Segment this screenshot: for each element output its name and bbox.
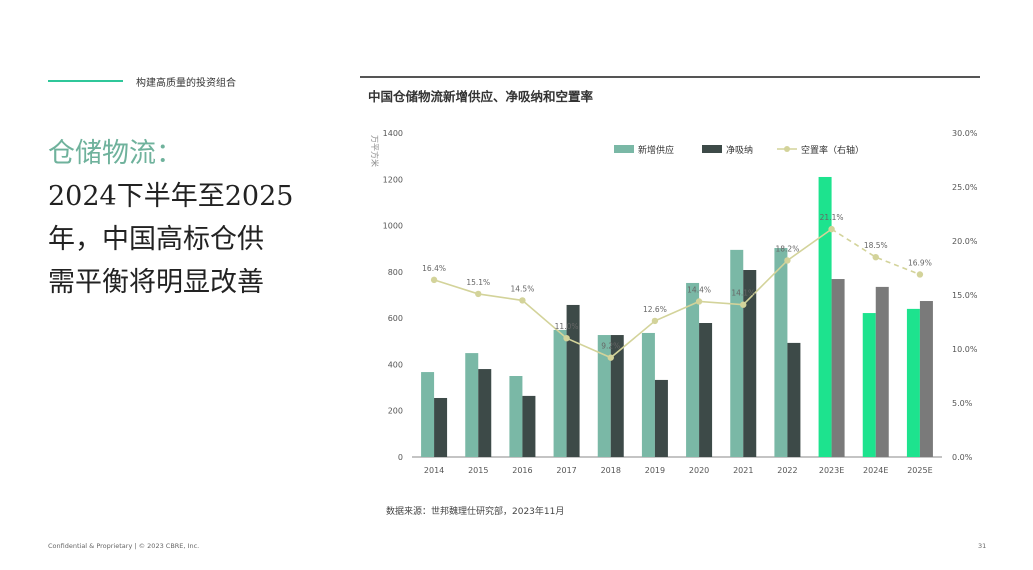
- bar-absorption: [610, 335, 624, 457]
- section-label: 构建高质量的投资组合: [136, 78, 236, 89]
- vacancy-data-label: 21.1%: [820, 213, 844, 222]
- chart-title: 中国仓储物流新增供应、净吸纳和空置率: [368, 89, 594, 104]
- bar-absorption: [875, 286, 889, 457]
- footer: Confidential & Proprietary | © 2023 CBRE…: [48, 542, 200, 550]
- vacancy-point: [695, 298, 703, 305]
- vacancy-data-label: 18.5%: [864, 241, 888, 250]
- vacancy-data-label: 18.2%: [776, 244, 800, 253]
- vacancy-point: [740, 301, 747, 308]
- bar-absorption: [478, 369, 492, 457]
- chart-source: 数据来源：世邦魏理仕研究部，2023年11月: [386, 507, 565, 517]
- vacancy-line-forecast: [831, 228, 921, 276]
- vacancy-data-label: 14.4%: [687, 285, 711, 294]
- vacancy-data-label: 14.5%: [511, 284, 535, 293]
- x-tick-label: 2021: [733, 466, 753, 475]
- bar-supply: [818, 176, 832, 457]
- y-tick-label: 1400: [383, 129, 403, 138]
- vacancy-data-label: 14.1%: [731, 289, 755, 298]
- x-tick-label: 2019: [645, 466, 665, 475]
- y2-tick-label: 30.0%: [952, 129, 978, 138]
- headline-line: 年，中国高标仓供: [48, 224, 264, 255]
- vacancy-data-label: 9.2%: [601, 342, 620, 351]
- x-tick-label: 2015: [468, 466, 488, 475]
- y2-tick-label: 0.0%: [952, 453, 973, 462]
- bar-absorption: [654, 379, 668, 457]
- x-tick-label: 2018: [601, 466, 621, 475]
- headline: 仓储物流： 2024下半年至2025 年，中国高标仓供 需平衡将明显改善: [48, 132, 293, 304]
- section-accent-line: [48, 80, 123, 82]
- headline-accent: 仓储物流：: [48, 138, 183, 169]
- y2-tick-label: 20.0%: [952, 237, 978, 246]
- x-tick-label: 2020: [689, 466, 709, 475]
- headline-line: 需平衡将明显改善: [48, 267, 264, 298]
- vacancy-point: [563, 335, 570, 342]
- x-tick-label: 2024E: [863, 466, 888, 475]
- x-tick-label: 2016: [512, 466, 532, 475]
- x-tick-label: 2025E: [907, 466, 932, 475]
- legend-marker-vacancy: [784, 146, 790, 152]
- x-tick-label: 2017: [556, 466, 576, 475]
- bar-supply: [730, 249, 744, 457]
- page-number: 31: [978, 542, 987, 550]
- y-tick-label: 800: [388, 268, 403, 277]
- vacancy-data-label: 11.0%: [555, 322, 579, 331]
- y-tick-label: 600: [388, 314, 403, 323]
- vacancy-point: [475, 290, 482, 298]
- y2-tick-label: 10.0%: [952, 345, 978, 354]
- bar-supply: [421, 372, 435, 457]
- bar-supply: [906, 308, 920, 457]
- bar-supply: [597, 335, 611, 457]
- bar-absorption: [831, 279, 845, 457]
- bar-absorption: [522, 395, 536, 457]
- y-tick-label: 1200: [383, 175, 403, 184]
- bar-supply: [641, 332, 655, 457]
- y2-tick-label: 25.0%: [952, 183, 978, 192]
- vacancy-point: [916, 271, 924, 278]
- vacancy-data-label: 15.1%: [466, 278, 490, 287]
- bar-absorption: [743, 270, 757, 457]
- x-tick-label: 2023E: [819, 466, 844, 475]
- bar-supply: [774, 248, 788, 457]
- vacancy-data-label: 16.4%: [422, 264, 446, 273]
- bar-supply: [465, 353, 479, 457]
- legend-label-absorption: 净吸纳: [726, 144, 753, 156]
- vacancy-point: [519, 297, 526, 304]
- y-tick-label: 0: [398, 453, 403, 462]
- y-axis-label: 万平方米: [370, 135, 380, 167]
- y-tick-label: 200: [388, 407, 403, 416]
- y-tick-label: 1000: [383, 222, 403, 231]
- bar-supply: [509, 376, 523, 457]
- y2-tick-label: 15.0%: [952, 291, 978, 300]
- vacancy-point: [872, 254, 879, 261]
- bar-absorption: [919, 301, 933, 457]
- y2-tick-label: 5.0%: [952, 399, 973, 408]
- vacancy-data-label: 12.6%: [643, 305, 667, 314]
- vacancy-point: [651, 317, 659, 325]
- chart-top-rule: [360, 76, 980, 78]
- vacancy-point: [784, 257, 791, 264]
- bar-supply: [553, 329, 567, 457]
- vacancy-point: [828, 225, 835, 233]
- bar-absorption: [434, 397, 448, 457]
- vacancy-point: [430, 276, 438, 284]
- legend-swatch-supply: [614, 145, 634, 153]
- bar-absorption: [787, 342, 801, 457]
- x-tick-label: 2022: [777, 466, 797, 475]
- legend-swatch-absorption: [702, 145, 722, 153]
- vacancy-line: [433, 228, 833, 359]
- bar-absorption: [699, 323, 713, 457]
- vacancy-data-label: 16.9%: [908, 258, 932, 267]
- x-tick-label: 2014: [424, 466, 444, 475]
- bar-supply: [862, 313, 876, 457]
- headline-line: 2024下半年至2025: [48, 181, 294, 212]
- legend-label-vacancy: 空置率（右轴）: [801, 144, 864, 156]
- legend-label-supply: 新增供应: [638, 144, 674, 156]
- vacancy-point: [607, 354, 614, 361]
- y-tick-label: 400: [388, 360, 403, 369]
- bar-supply: [686, 282, 700, 457]
